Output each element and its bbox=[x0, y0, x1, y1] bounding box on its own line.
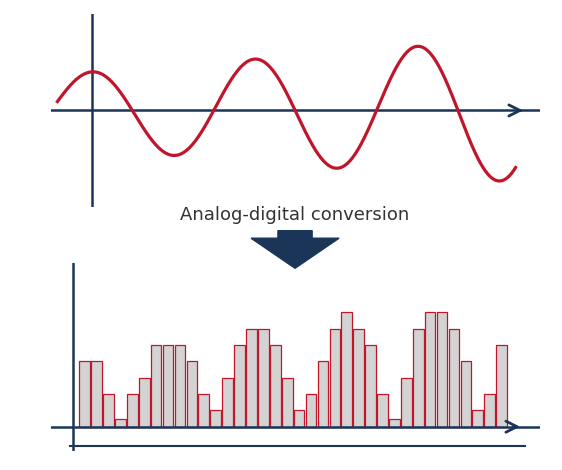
Bar bbox=[139, 377, 149, 427]
Bar bbox=[91, 361, 102, 427]
Bar bbox=[246, 329, 257, 427]
Bar bbox=[401, 377, 411, 427]
Bar bbox=[79, 361, 90, 427]
Bar bbox=[175, 345, 185, 427]
Bar bbox=[353, 329, 364, 427]
Bar bbox=[329, 329, 340, 427]
Bar bbox=[127, 394, 138, 427]
Bar bbox=[103, 394, 114, 427]
Bar bbox=[437, 312, 447, 427]
Bar bbox=[198, 394, 209, 427]
Bar bbox=[473, 410, 483, 427]
Bar bbox=[151, 345, 161, 427]
Bar bbox=[294, 410, 305, 427]
Bar bbox=[484, 394, 495, 427]
Bar bbox=[365, 345, 376, 427]
Bar bbox=[413, 329, 424, 427]
Bar bbox=[210, 410, 221, 427]
Bar bbox=[163, 345, 174, 427]
Bar bbox=[187, 361, 197, 427]
Bar bbox=[377, 394, 388, 427]
Bar bbox=[270, 345, 280, 427]
FancyArrow shape bbox=[251, 231, 339, 268]
Bar bbox=[223, 377, 233, 427]
Bar bbox=[234, 345, 245, 427]
Bar bbox=[258, 329, 269, 427]
Bar bbox=[282, 377, 293, 427]
Bar bbox=[318, 361, 328, 427]
Bar bbox=[425, 312, 436, 427]
Bar bbox=[115, 418, 126, 427]
Bar bbox=[306, 394, 316, 427]
Bar bbox=[448, 329, 459, 427]
Bar bbox=[496, 345, 507, 427]
Bar bbox=[389, 418, 400, 427]
Text: Analog-digital conversion: Analog-digital conversion bbox=[180, 206, 410, 224]
Bar bbox=[460, 361, 471, 427]
Bar bbox=[342, 312, 352, 427]
